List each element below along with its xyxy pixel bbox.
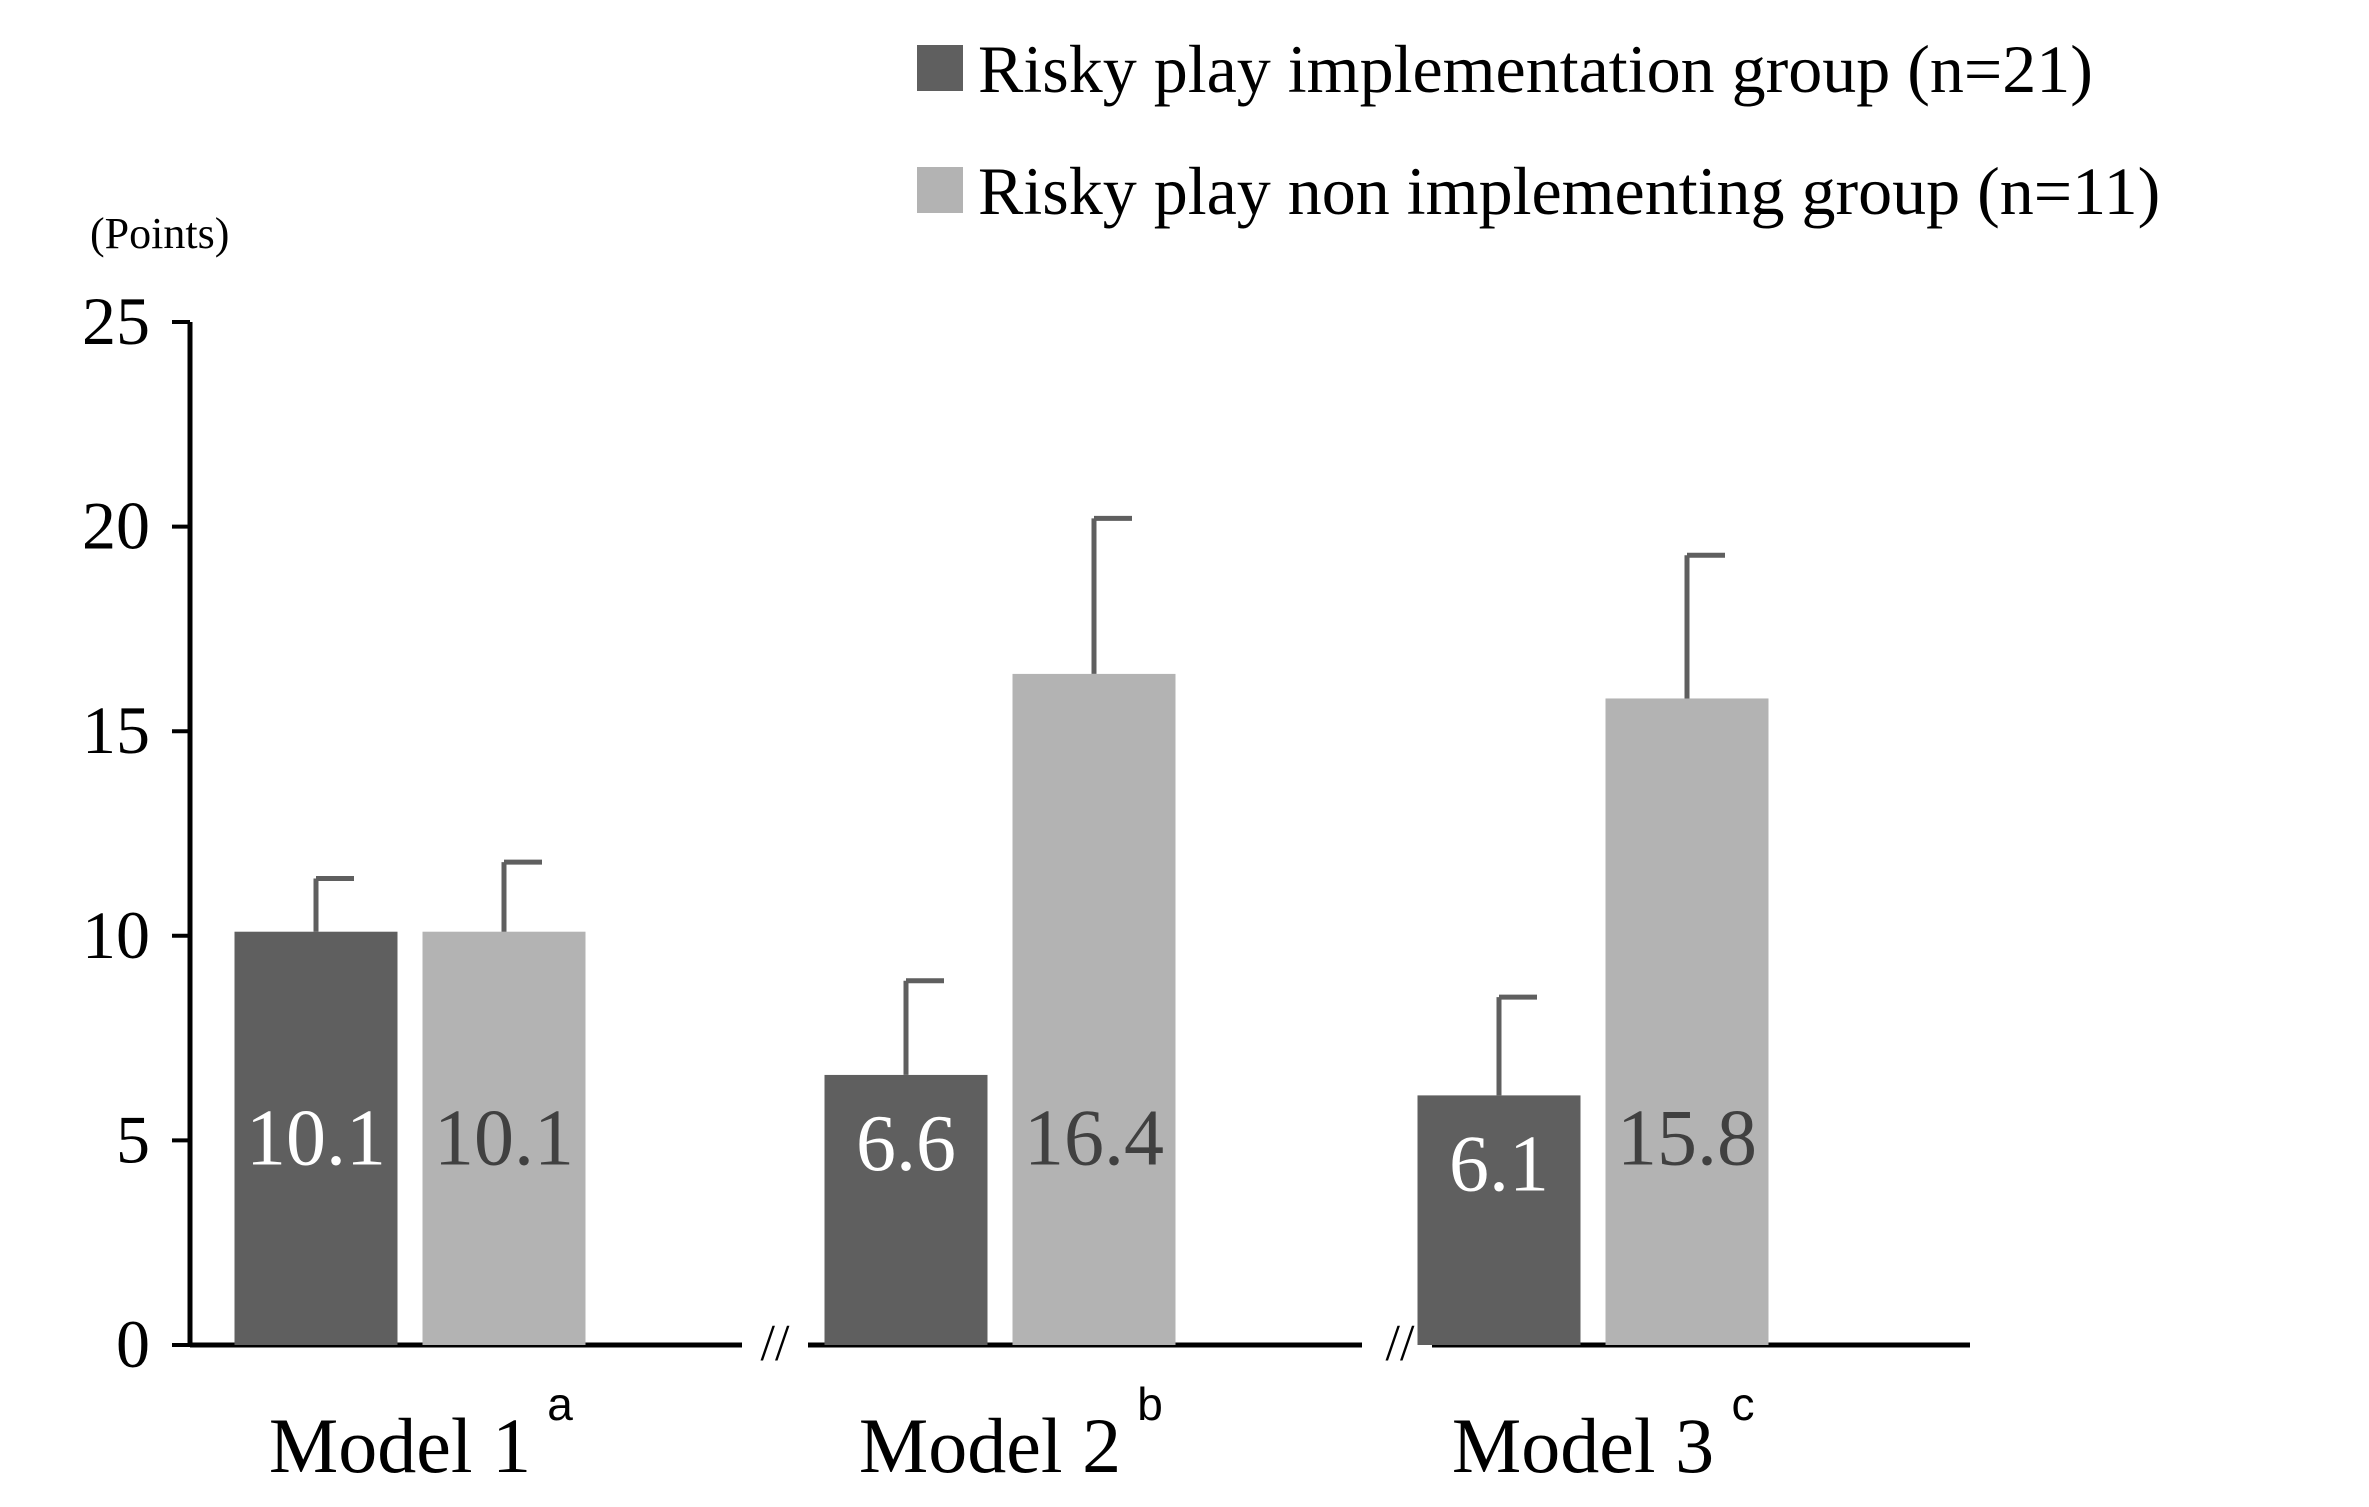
bar	[422, 931, 586, 1345]
bar	[824, 1074, 988, 1345]
x-tick-superscript: a	[547, 1378, 573, 1430]
y-tick-label: 0	[116, 1306, 150, 1382]
axis-break-mark: //	[761, 1315, 790, 1372]
x-tick-label-text: Model 1	[269, 1402, 531, 1489]
legend-swatch	[917, 167, 963, 213]
bar	[1605, 698, 1769, 1345]
y-tick-label: 5	[116, 1101, 150, 1177]
x-tick-label-text: Model 3	[1452, 1402, 1714, 1489]
y-tick-label: 25	[82, 283, 150, 359]
legend-label: Risky play implementation group (n=21)	[978, 31, 2093, 107]
legend-swatch	[917, 45, 963, 91]
legend: Risky play implementation group (n=21) Ri…	[917, 31, 2160, 229]
bar	[234, 931, 398, 1345]
x-tick-labels: Model 1 a Model 2 b Model 3 c	[269, 1378, 1755, 1489]
x-tick-label-text: Model 2	[859, 1402, 1121, 1489]
x-tick-superscript: c	[1732, 1378, 1755, 1430]
bar-value-label: 15.8	[1617, 1094, 1757, 1182]
bar-value-label: 6.1	[1449, 1120, 1549, 1208]
bar-value-label: 16.4	[1024, 1094, 1164, 1182]
bars	[234, 673, 1769, 1345]
x-tick-label: Model 1 a	[269, 1378, 573, 1489]
error-bars	[313, 515, 1725, 1096]
bar-value-label: 10.1	[246, 1094, 386, 1182]
x-tick-label: Model 2 b	[859, 1378, 1163, 1489]
y-tick-label: 15	[82, 692, 150, 768]
y-axis: 0 5 10 15 20 25	[82, 283, 193, 1382]
y-tick-label: 10	[82, 897, 150, 973]
bar	[1417, 1095, 1581, 1345]
y-axis-label: (Points)	[90, 209, 229, 258]
legend-label: Risky play non implementing group (n=11)	[978, 153, 2160, 229]
bar-value-label: 10.1	[434, 1094, 574, 1182]
x-tick-superscript: b	[1137, 1378, 1163, 1430]
x-tick-label: Model 3 c	[1452, 1378, 1755, 1489]
bar	[1012, 673, 1176, 1345]
y-tick-label: 20	[82, 488, 150, 564]
axis-break-mark: //	[1386, 1315, 1415, 1372]
bar-value-label: 6.6	[856, 1100, 956, 1188]
bar-value-labels: 10.1 6.6 6.1 10.1 16.4 15.8	[246, 1094, 1757, 1208]
